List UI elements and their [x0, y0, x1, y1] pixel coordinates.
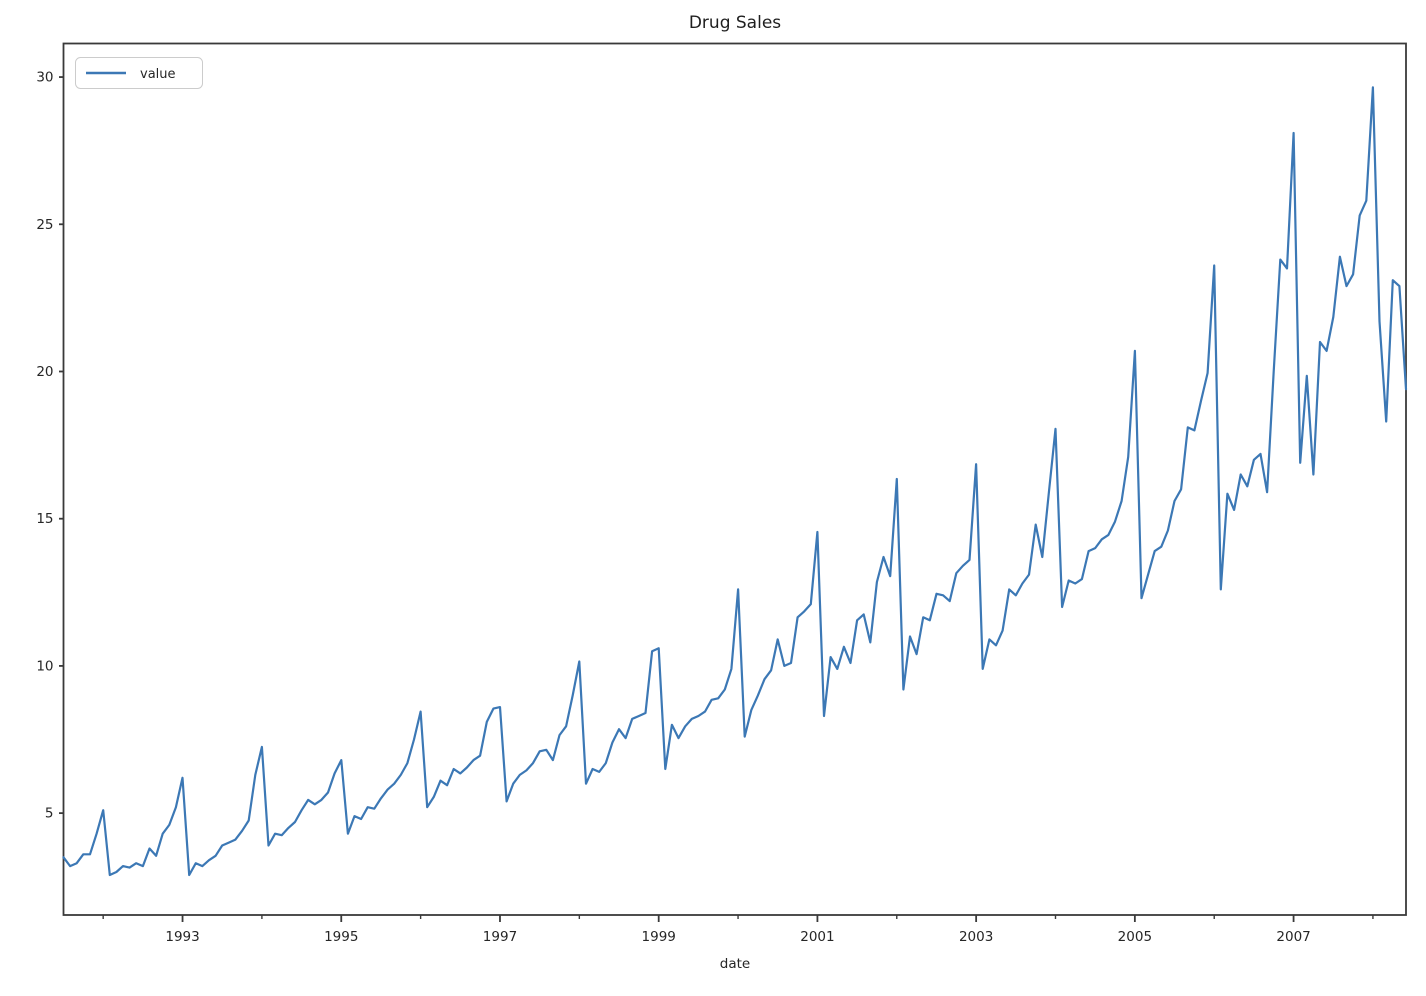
legend-box: [75, 57, 203, 89]
plot-area: [62, 42, 1407, 916]
x-tick-label: 1993: [165, 929, 199, 945]
y-tick-label: 25: [36, 217, 53, 233]
x-tick-label: 2003: [959, 929, 993, 945]
y-tick-label: 15: [36, 511, 53, 527]
chart-title: Drug Sales: [689, 13, 781, 33]
x-tick-label: 2001: [800, 929, 834, 945]
legend: value: [75, 57, 203, 89]
y-tick-label: 20: [36, 364, 53, 380]
x-axis-label: date: [720, 956, 750, 972]
y-tick-label: 5: [45, 806, 54, 822]
x-tick-label: 2005: [1118, 929, 1152, 945]
y-axis: 5 10 15 20 25 30: [36, 70, 64, 822]
value-series-line: [62, 86, 1408, 877]
x-tick-label: 1999: [642, 929, 676, 945]
legend-label: value: [140, 67, 176, 82]
x-axis: 1993 1995 1997 1999 2001 2003 2005 2007: [102, 915, 1374, 945]
x-tick-label: 1997: [483, 929, 517, 945]
y-tick-label: 10: [36, 658, 53, 674]
y-tick-label: 30: [36, 70, 53, 86]
x-tick-label: 1995: [324, 929, 358, 945]
x-tick-label: 2007: [1276, 929, 1310, 945]
